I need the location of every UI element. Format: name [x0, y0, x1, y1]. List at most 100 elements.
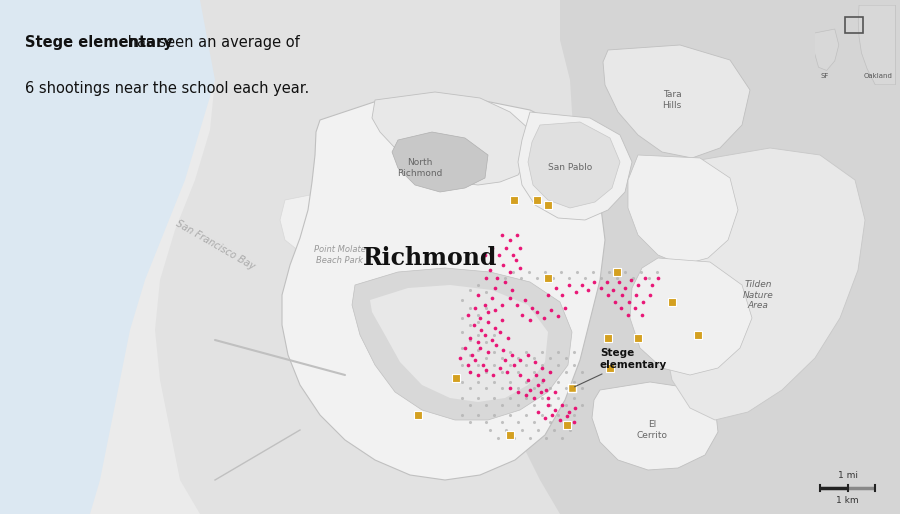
Point — [471, 361, 485, 369]
Point — [562, 426, 577, 434]
Point — [463, 334, 477, 342]
Text: El
Cerrito: El Cerrito — [636, 420, 668, 439]
Point — [495, 418, 509, 426]
Point — [644, 281, 659, 289]
Point — [522, 268, 536, 276]
Point — [526, 401, 541, 409]
Point — [567, 361, 581, 369]
Point — [493, 364, 508, 372]
Text: Point Molate
Beach Park: Point Molate Beach Park — [314, 245, 366, 265]
Point — [472, 344, 487, 352]
Point — [551, 378, 565, 386]
Point — [629, 291, 643, 299]
Point — [498, 356, 512, 364]
Point — [471, 394, 485, 402]
Point — [503, 378, 517, 386]
Point — [570, 268, 584, 276]
Point — [471, 411, 485, 419]
Text: has seen an average of: has seen an average of — [123, 35, 301, 50]
Point — [472, 314, 487, 322]
Point — [586, 268, 600, 276]
Point — [503, 294, 517, 302]
Point — [624, 276, 638, 284]
Point — [479, 338, 493, 346]
Point — [518, 361, 533, 369]
Point — [471, 291, 485, 299]
Point — [463, 286, 477, 294]
Point — [495, 401, 509, 409]
Point — [562, 408, 576, 416]
Polygon shape — [210, 0, 350, 80]
Point — [503, 431, 517, 439]
Point — [634, 268, 648, 276]
Point — [511, 418, 526, 426]
Point — [543, 418, 557, 426]
Point — [488, 324, 502, 332]
Point — [511, 354, 526, 362]
Point — [481, 348, 495, 356]
Point — [485, 294, 500, 302]
Point — [495, 384, 509, 392]
Point — [559, 384, 573, 392]
Point — [487, 411, 501, 419]
Point — [567, 418, 581, 426]
Point — [543, 368, 557, 376]
Point — [496, 346, 510, 354]
Point — [511, 388, 526, 396]
Point — [487, 394, 501, 402]
Point — [691, 331, 706, 339]
Text: 1 mi: 1 mi — [838, 471, 858, 480]
Point — [650, 268, 664, 276]
Point — [562, 281, 576, 289]
Point — [506, 251, 520, 259]
Point — [479, 274, 493, 282]
Point — [559, 354, 573, 362]
Text: 6 shootings near the school each year.: 6 shootings near the school each year. — [25, 81, 310, 96]
Point — [503, 348, 517, 356]
Point — [479, 384, 493, 392]
Point — [506, 268, 520, 276]
Point — [500, 368, 514, 376]
Point — [479, 366, 493, 374]
Point — [543, 384, 557, 392]
Point — [463, 384, 477, 392]
Point — [525, 304, 539, 312]
Point — [518, 378, 533, 386]
Point — [491, 434, 505, 442]
Point — [615, 291, 629, 299]
Point — [463, 336, 477, 344]
Point — [454, 361, 469, 369]
Point — [463, 368, 477, 376]
Point — [617, 268, 632, 276]
Point — [478, 301, 492, 309]
Point — [551, 394, 565, 402]
Point — [530, 274, 544, 282]
Point — [493, 328, 508, 336]
Point — [575, 281, 590, 289]
Point — [559, 401, 573, 409]
Point — [449, 374, 464, 382]
Point — [463, 418, 477, 426]
Point — [496, 261, 510, 269]
Point — [485, 244, 500, 252]
Point — [631, 334, 645, 342]
Point — [614, 304, 628, 312]
Point — [603, 364, 617, 372]
Point — [487, 361, 501, 369]
Polygon shape — [370, 285, 548, 402]
Point — [505, 351, 519, 359]
Point — [530, 308, 544, 316]
Point — [454, 296, 469, 304]
Polygon shape — [298, 300, 340, 365]
Point — [518, 391, 533, 399]
Point — [547, 426, 562, 434]
Point — [651, 274, 665, 282]
Point — [486, 371, 500, 379]
Point — [541, 201, 555, 209]
Point — [454, 378, 469, 386]
Point — [503, 411, 517, 419]
Point — [543, 401, 557, 409]
Point — [495, 301, 509, 309]
Point — [559, 368, 573, 376]
Point — [560, 421, 574, 429]
